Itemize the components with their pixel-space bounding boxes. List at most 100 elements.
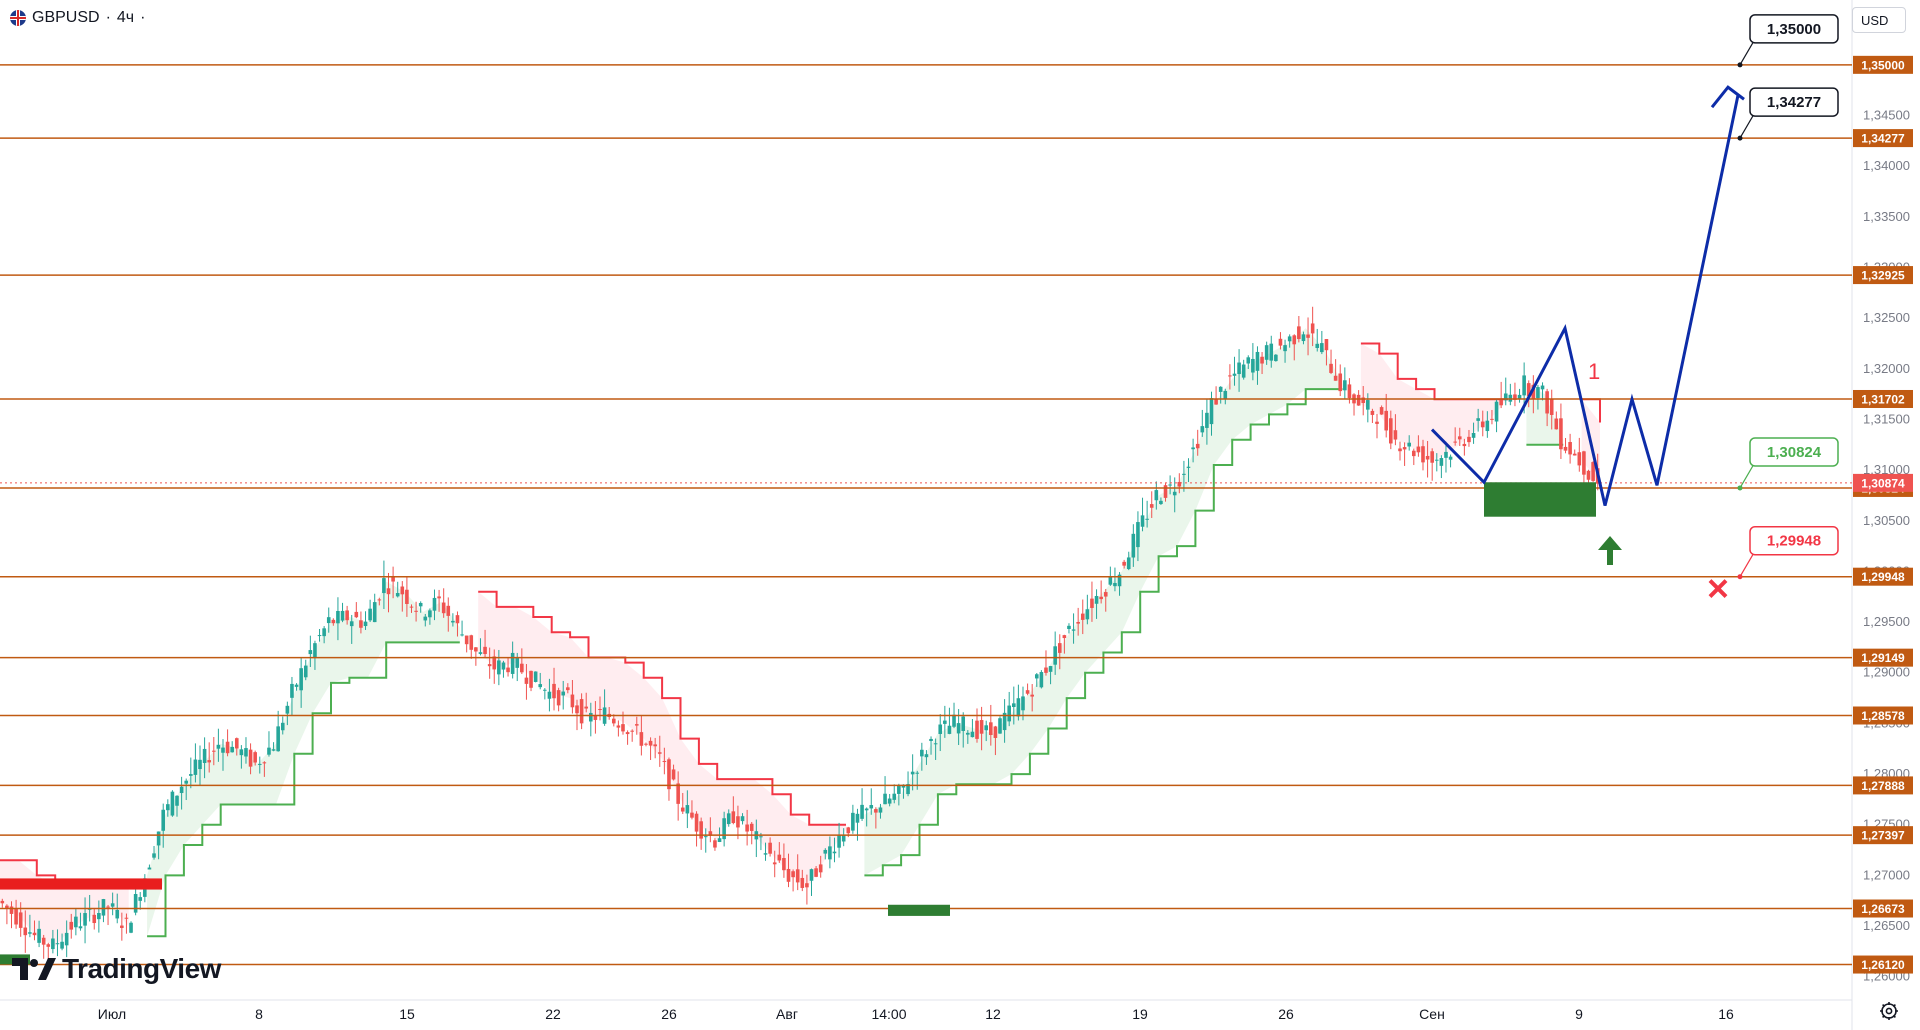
candle-body bbox=[1361, 397, 1366, 404]
currency-button[interactable]: USD bbox=[1852, 7, 1906, 33]
candle-body bbox=[115, 909, 120, 919]
candle-body bbox=[1292, 335, 1297, 345]
candle-body bbox=[432, 597, 437, 611]
level-badge-label: 1,31702 bbox=[1861, 392, 1905, 406]
candle-body bbox=[152, 853, 156, 858]
tradingview-logo-icon bbox=[12, 958, 56, 980]
candle-body bbox=[1559, 418, 1563, 450]
trailing-resistance-fill bbox=[478, 591, 846, 886]
candle-body bbox=[1113, 582, 1117, 587]
candle-body bbox=[469, 635, 474, 650]
candle-body bbox=[460, 634, 464, 636]
candle-body bbox=[418, 602, 423, 607]
candle-body bbox=[625, 732, 630, 735]
candle-body bbox=[694, 813, 699, 832]
candle-body bbox=[55, 943, 60, 945]
candle-body bbox=[322, 628, 326, 637]
candle-body bbox=[538, 684, 543, 688]
candle-body bbox=[221, 747, 225, 753]
candle-body bbox=[1228, 375, 1232, 377]
level-badge bbox=[1853, 955, 1913, 974]
price-tick-label: 1,33500 bbox=[1863, 209, 1910, 224]
level-badge bbox=[1853, 55, 1913, 74]
price-tick-label: 1,31500 bbox=[1863, 411, 1910, 426]
candle-body bbox=[276, 726, 280, 752]
candle-body bbox=[1048, 666, 1053, 672]
long-entry-zone bbox=[1484, 482, 1596, 517]
candle-body bbox=[552, 683, 556, 699]
level-badge bbox=[1853, 266, 1913, 285]
candle-body bbox=[869, 805, 874, 809]
candle-body bbox=[933, 743, 938, 745]
candle-body bbox=[1269, 343, 1274, 361]
candle-body bbox=[391, 577, 395, 582]
candle-body bbox=[97, 912, 101, 920]
candle-body bbox=[832, 851, 837, 854]
time-tick-label: Июл bbox=[98, 1006, 126, 1022]
candle-body bbox=[497, 660, 501, 675]
tradingview-logo: TradingView bbox=[12, 953, 221, 985]
candle-body bbox=[423, 616, 428, 621]
level-badge bbox=[1853, 776, 1913, 795]
candle-body bbox=[1540, 385, 1545, 390]
candle-body bbox=[1122, 561, 1126, 566]
candle-body bbox=[1002, 712, 1007, 731]
candle-body bbox=[253, 752, 257, 763]
candle-body bbox=[1099, 596, 1103, 600]
candle-body bbox=[648, 740, 653, 746]
entry-callout-anchor bbox=[1737, 485, 1743, 491]
candle-body bbox=[1315, 343, 1320, 348]
candle-body bbox=[543, 689, 547, 691]
support-zone bbox=[888, 904, 950, 916]
candle-body bbox=[892, 793, 897, 800]
trailing-resistance-fill bbox=[1360, 343, 1508, 460]
candle-body bbox=[368, 608, 372, 621]
candle-body bbox=[1375, 421, 1379, 424]
level-badge-label: 1,27397 bbox=[1861, 829, 1905, 843]
candle-body bbox=[598, 709, 602, 711]
candle-body bbox=[280, 722, 285, 731]
target-1-callout-box bbox=[1749, 14, 1839, 44]
candle-body bbox=[556, 690, 561, 706]
candle-body bbox=[1366, 400, 1370, 410]
timeframe-label[interactable]: 4ч bbox=[116, 9, 135, 26]
candle-body bbox=[428, 610, 432, 618]
candle-body bbox=[1057, 643, 1062, 653]
candle-body bbox=[1108, 577, 1113, 585]
candle-body bbox=[1324, 339, 1329, 351]
candle-body bbox=[1421, 446, 1425, 463]
candle-body bbox=[1062, 635, 1067, 639]
candle-body bbox=[589, 712, 593, 722]
candle-body bbox=[211, 750, 216, 752]
candle-body bbox=[202, 748, 207, 764]
candle-body bbox=[630, 730, 634, 732]
candle-body bbox=[874, 809, 878, 813]
candle-body bbox=[984, 725, 989, 731]
stop-callout-box bbox=[1749, 525, 1839, 556]
candle-body bbox=[570, 694, 575, 708]
level-badge-label: 1,27888 bbox=[1861, 779, 1905, 793]
level-badge bbox=[1853, 826, 1913, 845]
trailing-support-fill bbox=[864, 328, 1343, 876]
level-badge-label: 1,26673 bbox=[1861, 902, 1905, 916]
candle-body bbox=[382, 578, 386, 594]
candle-body bbox=[979, 720, 984, 734]
symbol-header[interactable]: GBPUSD · 4ч · bbox=[10, 9, 145, 27]
price-tick-label: 1,30500 bbox=[1863, 513, 1910, 528]
candle-body bbox=[1200, 426, 1205, 433]
candle-body bbox=[947, 725, 952, 734]
candle-body bbox=[336, 610, 340, 624]
candle-body bbox=[768, 842, 772, 854]
candle-body bbox=[501, 662, 506, 670]
candle-body bbox=[611, 718, 616, 724]
symbol-name[interactable]: GBPUSD bbox=[32, 9, 100, 26]
candle-body bbox=[547, 691, 552, 699]
candle-body bbox=[653, 744, 657, 747]
candle-body bbox=[1517, 394, 1522, 399]
candle-body bbox=[1582, 451, 1586, 475]
candle-body bbox=[1205, 412, 1209, 428]
gear-icon[interactable] bbox=[1878, 1000, 1900, 1022]
candle-body bbox=[634, 724, 639, 726]
